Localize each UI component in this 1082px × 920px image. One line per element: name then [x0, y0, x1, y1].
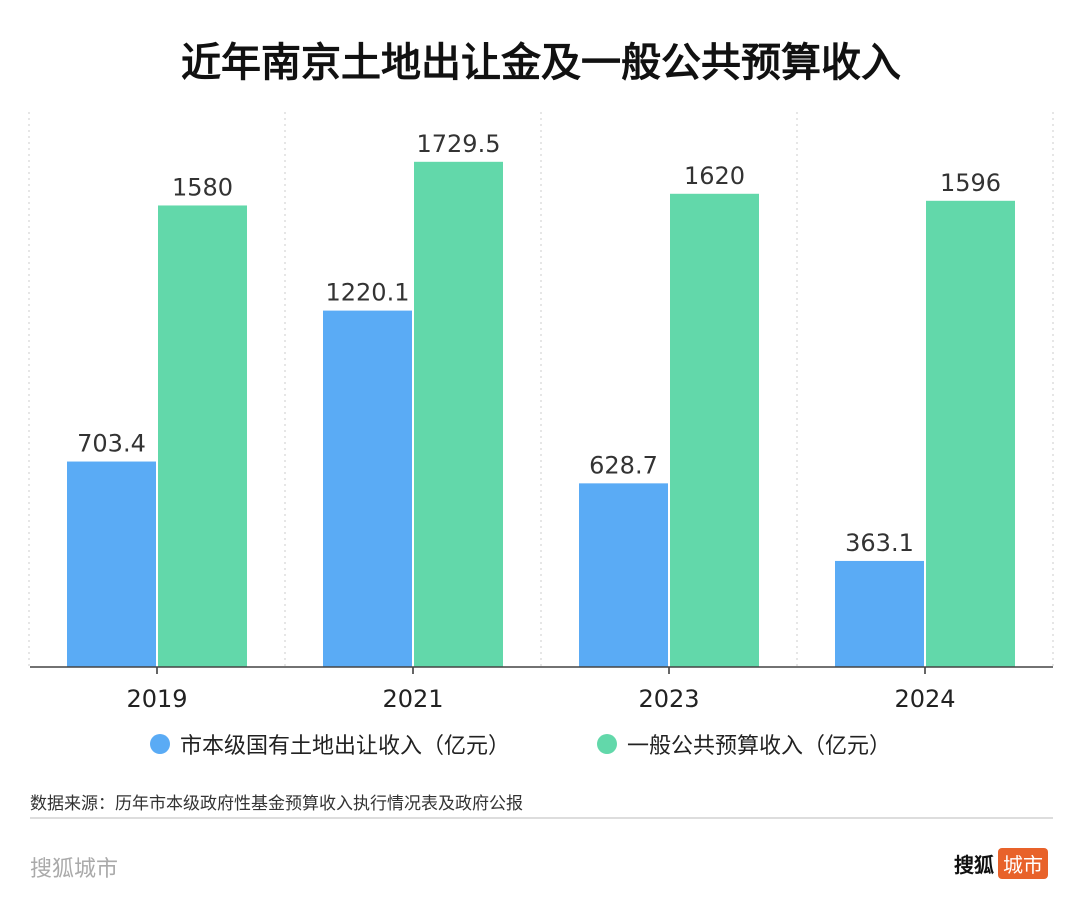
legend-swatch-green — [597, 734, 617, 754]
brand-text: 搜狐城市 — [30, 857, 119, 882]
data-label: 363.1 — [845, 529, 914, 557]
legend-swatch-blue — [150, 734, 170, 754]
legend-label: 一般公共预算收入（亿元） — [627, 734, 892, 759]
data-label: 703.4 — [77, 430, 146, 458]
data-label: 1596 — [940, 169, 1001, 197]
data-source: 数据来源：历年市本级政府性基金预算收入执行情况表及政府公报 — [30, 794, 523, 814]
sohu-logo: 搜狐 城市 — [954, 848, 1048, 879]
bar-budget — [414, 161, 503, 667]
divider — [30, 817, 1053, 819]
logo-tag: 城市 — [998, 848, 1048, 879]
bar-land — [323, 310, 412, 667]
x-tick-label: 2024 — [894, 685, 955, 713]
legend-item-budget: 一般公共预算收入（亿元） — [597, 728, 891, 760]
x-tick-label: 2019 — [126, 685, 187, 713]
x-tick-label: 2021 — [382, 685, 443, 713]
data-label: 1580 — [172, 173, 233, 201]
bar-land — [835, 560, 924, 667]
logo-main: 搜狐 — [954, 853, 994, 877]
bar-budget — [158, 205, 247, 667]
legend-item-land: 市本级国有土地出让收入（亿元） — [150, 728, 510, 760]
bar-budget — [926, 200, 1015, 668]
data-label: 1620 — [684, 162, 745, 190]
data-label: 1729.5 — [417, 130, 501, 158]
bar-land — [579, 483, 668, 667]
chart-title: 近年南京土地出让金及一般公共预算收入 — [181, 40, 901, 86]
bar-budget — [670, 193, 759, 667]
data-label: 628.7 — [589, 451, 658, 479]
bar-land — [67, 461, 156, 667]
bar-chart: 703.4 1580 2019 1220.1 1729.5 2021 628.7 1620 20… — [28, 112, 1054, 713]
legend-label: 市本级国有土地出让收入（亿元） — [180, 734, 511, 759]
data-label: 1220.1 — [326, 279, 410, 307]
x-tick-label: 2023 — [638, 685, 699, 713]
